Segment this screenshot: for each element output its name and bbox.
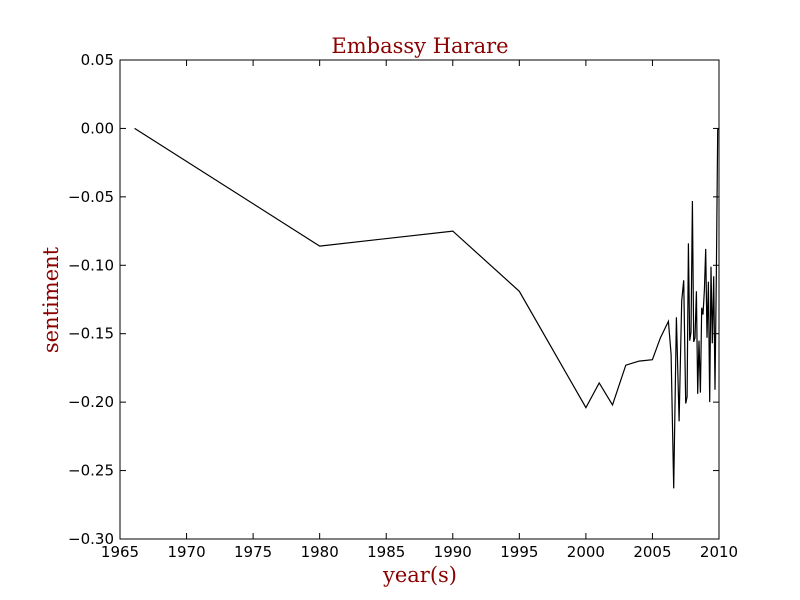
series-line [134, 127, 720, 489]
y-tick-label: −0.25 [68, 462, 114, 480]
y-tick-label: −0.15 [68, 325, 114, 343]
x-tick-label: 1975 [234, 543, 272, 561]
x-tick-label: 1970 [167, 543, 205, 561]
y-tick-label: −0.05 [68, 188, 114, 206]
x-tick-label: 1990 [434, 543, 472, 561]
x-tick-label: 1965 [101, 543, 139, 561]
x-axis: 1965 1970 1975 1980 1985 1990 1995 2000 2005 2010 [101, 60, 738, 561]
y-tick-label: −0.30 [68, 530, 114, 548]
chart-title: Embassy Harare [331, 34, 508, 58]
y-tick-label: 0.05 [81, 51, 114, 69]
x-tick-label: 1995 [500, 543, 538, 561]
x-tick-label: 2010 [700, 543, 738, 561]
plot-area [119, 59, 720, 540]
y-tick-label: −0.10 [68, 256, 114, 274]
y-tick-label: −0.20 [68, 393, 114, 411]
x-axis-label: year(s) [382, 563, 457, 587]
x-tick-label: 2005 [633, 543, 671, 561]
x-tick-label: 2000 [567, 543, 605, 561]
x-tick-label: 1980 [301, 543, 339, 561]
x-tick-label: 1985 [367, 543, 405, 561]
y-axis-label: sentiment [39, 246, 63, 353]
y-tick-label: 0.00 [81, 119, 114, 137]
y-axis: 0.05 0.00 −0.05 −0.10 −0.15 −0.20 −0.25 −0.30 [68, 51, 719, 548]
